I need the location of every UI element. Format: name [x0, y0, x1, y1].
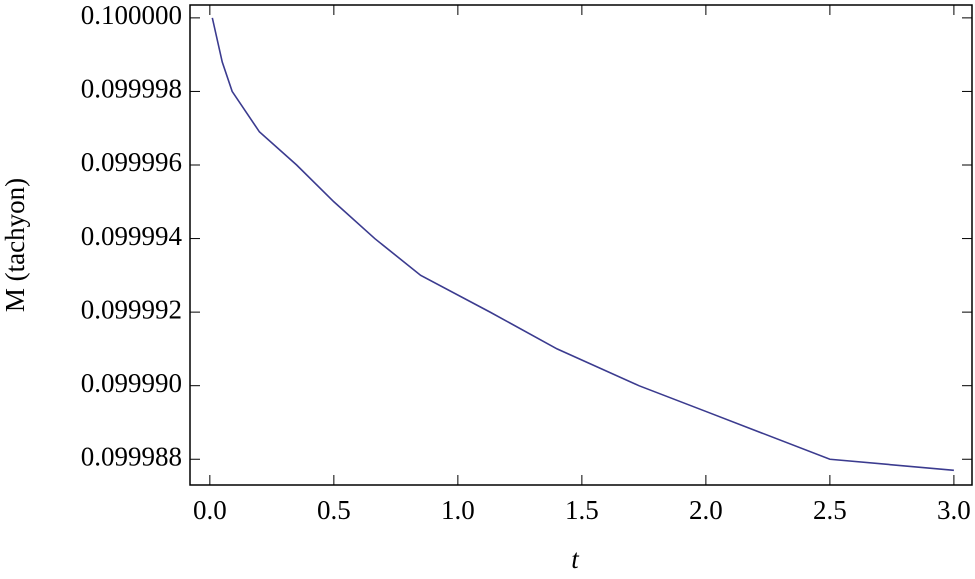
y-tick-label: 0.099998	[81, 74, 182, 104]
y-tick-label: 0.099996	[81, 147, 182, 177]
y-tick-label: 0.099990	[81, 368, 182, 398]
x-axis-label: t	[571, 544, 580, 574]
y-tick-label: 0.099992	[81, 294, 182, 324]
data-line	[211, 17, 954, 472]
x-tick-label: 0.0	[193, 495, 227, 525]
x-tick-label: 2.0	[689, 495, 723, 525]
y-tick-label: 0.100000	[81, 0, 182, 30]
y-axis-label: M (tachyon)	[0, 178, 30, 312]
y-tick-label: 0.099994	[81, 221, 183, 251]
x-tick-label: 2.5	[813, 495, 847, 525]
x-tick-label: 1.0	[441, 495, 475, 525]
x-tick-label: 0.5	[317, 495, 351, 525]
x-tick-label: 1.5	[565, 495, 599, 525]
y-tick-label: 0.099988	[81, 441, 182, 471]
x-tick-label: 3.0	[937, 495, 971, 525]
plot-frame	[189, 4, 973, 486]
